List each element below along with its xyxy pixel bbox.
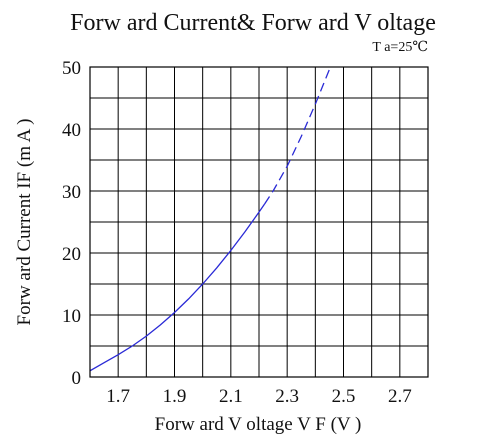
chart-subtitle: T a=25℃ (372, 40, 428, 55)
y-tick-labels: 0 10 20 30 40 50 (62, 58, 81, 389)
chart-title: Forw ard Current& Forw ard V oltage (70, 10, 436, 36)
y-tick-label: 40 (62, 120, 81, 141)
plot-frame (89, 66, 429, 378)
x-tick-label: 2.5 (332, 386, 356, 407)
y-tick-label: 50 (62, 58, 81, 79)
curve-solid (90, 203, 266, 372)
x-tick-labels: 1.7 1.9 2.1 2.3 2.5 2.7 (106, 386, 411, 407)
curves (90, 67, 332, 372)
curve-dashed (264, 67, 332, 205)
y-axis-label: Forw ard Current IF (m A ) (14, 119, 35, 326)
grid (90, 67, 428, 377)
y-tick-label: 30 (62, 182, 81, 203)
x-axis-label: Forw ard V oltage V F (V ) (155, 414, 362, 435)
x-tick-label: 1.7 (106, 386, 130, 407)
x-tick-label: 1.9 (163, 386, 187, 407)
x-tick-label: 2.1 (219, 386, 243, 407)
x-tick-label: 2.3 (275, 386, 299, 407)
y-tick-label: 20 (62, 244, 81, 265)
x-tick-label: 2.7 (388, 386, 412, 407)
y-tick-label: 0 (72, 368, 82, 389)
y-tick-label: 10 (62, 306, 81, 327)
